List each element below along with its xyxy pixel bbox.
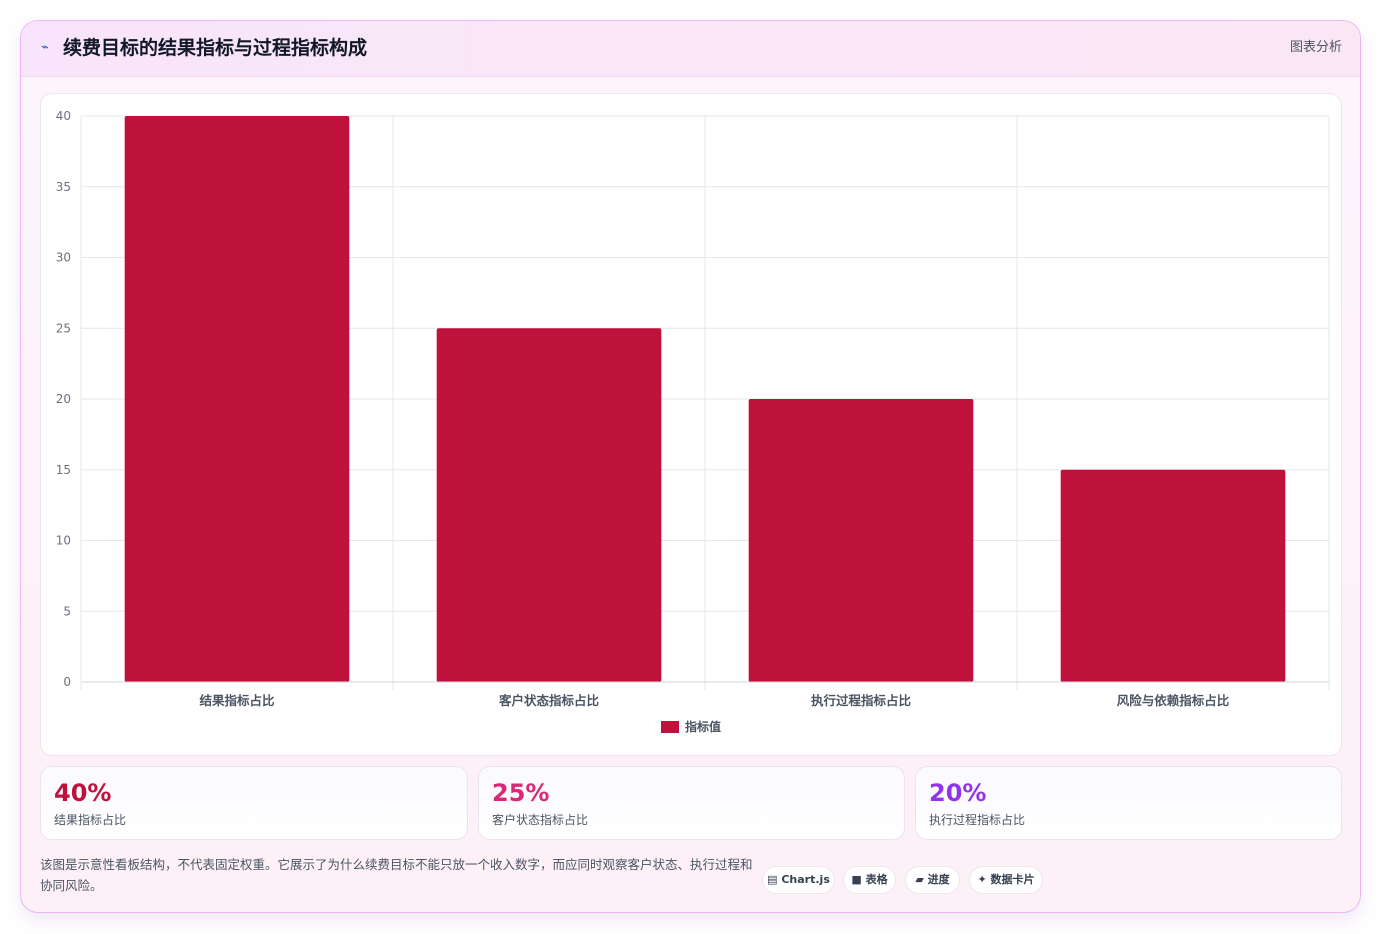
y-tick-label: 30 — [56, 251, 71, 265]
chart-panel: 0 5 10 15 20 25 30 35 40 结果指标占比 客户状态指标占比 执行过程指标占比 风险… — [40, 93, 1342, 756]
chip-progress[interactable]: ▰ 进度 — [905, 866, 960, 894]
y-tick-label: 40 — [56, 109, 71, 123]
chart-card: ⌁ 续费目标的结果指标与过程指标构成 图表分析 0 5 10 15 20 25 30 35 40… — [20, 20, 1361, 913]
stat-label: 客户状态指标占比 — [492, 813, 589, 827]
stat-value: 40% — [54, 779, 112, 807]
stat-card-customer: 25% 客户状态指标占比 — [478, 766, 905, 840]
stat-value: 20% — [929, 779, 987, 807]
y-tick-label: 20 — [56, 392, 71, 406]
stat-card-process: 20% 执行过程指标占比 — [915, 766, 1342, 840]
progress-icon: ▰ — [915, 873, 924, 886]
stat-card-result: 40% 结果指标占比 — [40, 766, 468, 840]
bar — [124, 116, 350, 682]
chip-label: 表格 — [865, 873, 888, 886]
stat-label: 执行过程指标占比 — [929, 813, 1026, 827]
card-header: ⌁ 续费目标的结果指标与过程指标构成 图表分析 — [21, 21, 1360, 77]
stat-label: 结果指标占比 — [54, 813, 127, 827]
y-tick-label: 15 — [56, 463, 71, 477]
chip-table[interactable]: ■ 表格 — [843, 866, 896, 894]
legend-swatch — [661, 721, 679, 733]
trend-line-icon: ⌁ — [41, 40, 49, 55]
y-tick-label: 5 — [63, 604, 71, 618]
y-tick-label: 35 — [56, 180, 71, 194]
y-tick-label: 25 — [56, 321, 71, 335]
bar — [748, 399, 974, 682]
table-icon: ■ — [851, 873, 862, 886]
chart-analysis-tag: 图表分析 — [1289, 40, 1342, 55]
stat-value: 25% — [492, 779, 550, 807]
sparkle-icon: ✦ — [977, 873, 987, 886]
bar-chart: 0 5 10 15 20 25 30 35 40 结果指标占比 客户状态指标占比 执行过程指标占比 风险… — [56, 109, 1330, 734]
card-title: 续费目标的结果指标与过程指标构成 — [63, 37, 368, 59]
chip-label: 进度 — [927, 873, 950, 886]
chip-label: Chart.js — [781, 873, 830, 886]
bar — [1060, 469, 1286, 682]
bar — [436, 328, 662, 682]
legend-label: 指标值 — [685, 719, 721, 734]
y-tick-label: 0 — [63, 675, 71, 689]
chart-icon: ▤ — [767, 873, 778, 886]
x-tick-label: 结果指标占比 — [199, 693, 275, 708]
x-tick-label: 风险与依赖指标占比 — [1117, 693, 1230, 708]
chart-note: 该图是示意性看板结构，不代表固定权重。它展示了为什么续费目标不能只放一个收入数字… — [40, 857, 753, 893]
chip-label: 数据卡片 — [990, 873, 1035, 886]
chip-chartjs[interactable]: ▤ Chart.js — [762, 866, 835, 894]
y-tick-label: 10 — [56, 534, 71, 548]
x-tick-label: 执行过程指标占比 — [811, 693, 912, 708]
x-tick-label: 客户状态指标占比 — [498, 693, 600, 708]
chip-data-card[interactable]: ✦ 数据卡片 — [969, 866, 1043, 894]
